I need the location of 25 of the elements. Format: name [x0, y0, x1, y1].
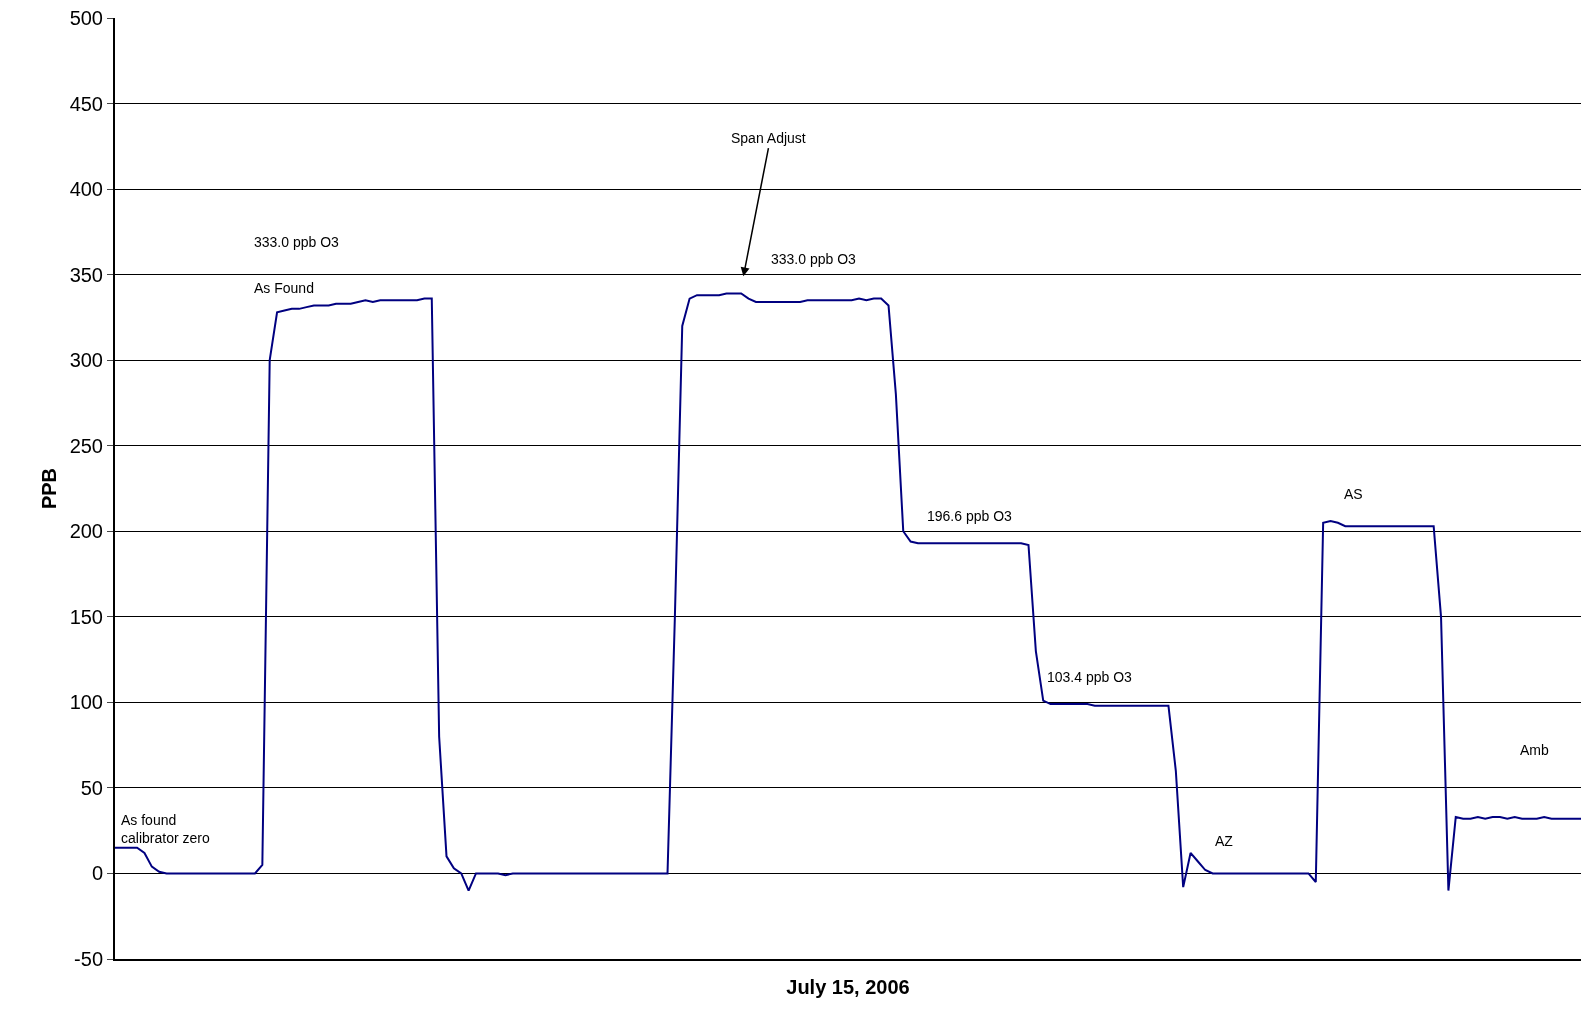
y-axis-title: PPB — [37, 467, 60, 510]
annotation: 196.6 ppb O3 — [927, 508, 1013, 524]
y-tick-label: 500 — [69, 7, 103, 29]
annotation: As Found — [254, 280, 314, 296]
y-tick-label: 0 — [91, 862, 103, 885]
annotation: 333.0 ppb O3 — [771, 251, 857, 267]
y-tick-label: 450 — [69, 92, 103, 115]
annotation: As found calibrator zero — [121, 812, 210, 847]
y-tick-label: 400 — [69, 178, 103, 201]
annotation: 333.0 ppb O3 — [254, 234, 340, 250]
line-series — [115, 292, 1581, 892]
y-tick-label: 300 — [69, 349, 103, 372]
y-tick-label: 150 — [69, 605, 103, 628]
y-tick-label: 200 — [69, 520, 103, 543]
y-tick-label: -50 — [74, 948, 103, 970]
annotation: AS — [1344, 486, 1363, 502]
annotation: 103.4 ppb O3 — [1047, 669, 1133, 685]
y-tick-label: 350 — [69, 263, 103, 286]
annotation: Amb — [1520, 742, 1549, 758]
annotation: AZ — [1215, 833, 1234, 849]
x-axis-title: July 15, 2006 — [786, 976, 910, 998]
y-tick-label: 100 — [69, 691, 103, 714]
y-tick-label: 250 — [69, 434, 103, 457]
annotation: Span Adjust — [731, 130, 806, 146]
y-tick-label: 50 — [80, 776, 103, 799]
